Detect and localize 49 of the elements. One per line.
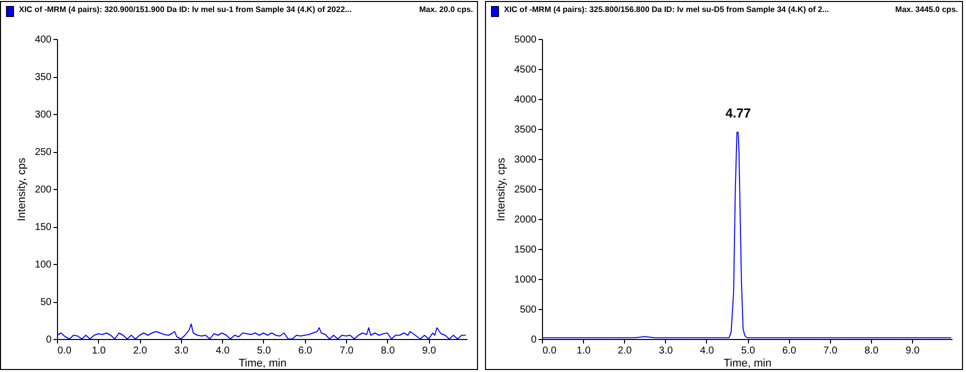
x-tick-label: 2.0 xyxy=(133,346,148,356)
y-tick-label: 350 xyxy=(34,72,52,83)
y-axis-title: Intensity, cps xyxy=(16,157,28,222)
x-tick-label: 6.0 xyxy=(782,346,797,356)
x-axis-title: Time, min xyxy=(238,358,286,370)
y-tick-label: 400 xyxy=(34,34,52,46)
x-tick-label: 8.0 xyxy=(380,346,396,356)
x-tick-label: 1.0 xyxy=(92,346,106,356)
y-tick-label: 150 xyxy=(34,222,52,233)
x-tick-label: 6.0 xyxy=(298,346,313,356)
y-tick-label: 0 xyxy=(46,334,52,346)
y-tick-label: 200 xyxy=(34,184,52,196)
x-tick-label: 9.0 xyxy=(422,346,436,356)
chart-title: XIC of -MRM (4 pairs): 320.900/151.900 Da ID: lv mel su-1 from Sample 34 (4.K) of 2022... xyxy=(19,5,352,14)
x-tick-label: 3.0 xyxy=(658,346,674,356)
text: Max. 3445.0 cps. xyxy=(895,5,958,14)
y-tick-label: 2000 xyxy=(514,214,537,226)
x-tick-label: 3.0 xyxy=(174,346,189,356)
x-tick-label: 9.0 xyxy=(906,346,920,356)
x-axis-title: Time, min xyxy=(724,358,772,370)
y-tick-label: 100 xyxy=(34,260,52,270)
x-tick-label: 7.0 xyxy=(340,346,354,356)
chart-title: XIC of -MRM (4 pairs): 325.800/156.800 Da ID: lv mel su-D5 from Sample 34 (4.K) of 2... xyxy=(504,5,829,14)
y-tick-label: 3000 xyxy=(514,154,537,166)
x-tick-label: 7.0 xyxy=(823,346,838,356)
y-tick-label: 50 xyxy=(40,297,52,308)
x-tick-label: 0.0 xyxy=(58,346,72,356)
y-tick-label: 2500 xyxy=(514,184,537,196)
x-tick-label: 8.0 xyxy=(864,346,879,356)
y-axis-title: Intensity, cps xyxy=(495,157,508,222)
x-tick-label: 4.0 xyxy=(216,346,230,356)
y-tick-label: 4500 xyxy=(514,64,537,76)
y-tick-label: 3500 xyxy=(514,124,537,136)
x-tick-label: 5.0 xyxy=(256,346,272,356)
annotation: 4.77 xyxy=(726,105,751,120)
y-tick-label: 4000 xyxy=(514,94,537,106)
y-tick-label: 300 xyxy=(34,110,52,120)
y-tick-label: 500 xyxy=(520,304,537,316)
y-tick-label: 5000 xyxy=(514,34,537,46)
text: Max. 20.0 cps. xyxy=(419,5,473,14)
x-tick-label: 2.0 xyxy=(618,346,632,356)
y-tick-label: 1500 xyxy=(514,244,537,256)
y-tick-label: 0 xyxy=(530,334,537,346)
x-tick-label: 4.0 xyxy=(700,346,714,356)
x-tick-label: 0.0 xyxy=(542,346,557,356)
x-tick-label: 5.0 xyxy=(741,346,756,356)
y-tick-label: 1000 xyxy=(514,274,537,286)
y-tick-label: 250 xyxy=(34,147,52,158)
x-tick-label: 1.0 xyxy=(576,346,592,356)
